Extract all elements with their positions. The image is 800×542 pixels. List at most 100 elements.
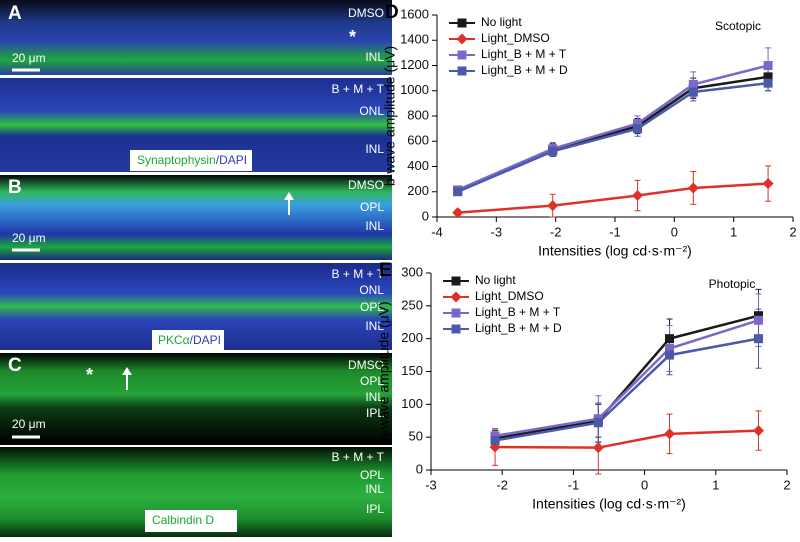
stain-box <box>152 330 224 350</box>
y-tick-label: 0 <box>416 461 423 476</box>
legend-label: Light_B + M + T <box>481 47 567 61</box>
x-tick-label: 1 <box>712 477 719 492</box>
image-b-top <box>0 175 392 260</box>
marker <box>633 119 643 129</box>
annotation: Photopic <box>709 277 756 291</box>
x-tick-label: -2 <box>496 477 508 492</box>
layer: INL <box>365 319 384 333</box>
legend-marker <box>457 66 467 76</box>
marker <box>490 435 500 445</box>
legend-marker <box>457 50 467 60</box>
condition: DMSO <box>348 178 384 192</box>
scale-bar-label: 20 μm <box>12 231 46 245</box>
scale-bar-label: 20 μm <box>12 417 46 431</box>
legend-label: Light_B + M + D <box>475 321 562 335</box>
stain: PKCα <box>158 333 190 347</box>
marker <box>665 334 675 344</box>
stain-box <box>145 510 237 532</box>
x-tick-label: -3 <box>425 477 437 492</box>
layer: OPL <box>360 300 384 314</box>
legend-label: Light_B + M + D <box>481 63 568 77</box>
y-tick-label: 250 <box>401 297 423 312</box>
series-line <box>495 429 759 449</box>
image-a-top <box>0 0 392 75</box>
y-tick-label: 200 <box>407 183 429 198</box>
y-tick-label: 0 <box>422 208 429 223</box>
layer: INL <box>365 142 384 156</box>
stain-label: PKCα/DAPI <box>158 333 221 347</box>
y-tick-label: 50 <box>409 429 423 444</box>
series-line <box>494 314 759 440</box>
y-tick-label: 800 <box>407 107 429 122</box>
marker <box>762 178 774 190</box>
y-tick-label: 1600 <box>400 6 429 21</box>
stain: Synaptophysin <box>137 153 216 167</box>
image-c-top <box>0 353 392 445</box>
layer: IPL <box>366 502 384 516</box>
marker <box>665 344 675 354</box>
x-tick-label: 2 <box>783 477 790 492</box>
layer: ONL <box>359 104 384 118</box>
marker <box>754 311 764 321</box>
layer: INL <box>365 219 384 233</box>
marker <box>688 87 698 97</box>
y-tick-label: 1200 <box>400 57 429 72</box>
marker <box>452 207 464 219</box>
y-tick-label: 600 <box>407 133 429 148</box>
x-tick-label: -1 <box>609 224 621 239</box>
condition: B + M + T <box>332 82 385 96</box>
legend-marker <box>451 324 461 334</box>
legend-label: No light <box>481 15 522 29</box>
annotation: Scotopic <box>715 19 761 33</box>
arrow-head <box>122 367 132 375</box>
legend-label: Light_B + M + T <box>475 305 561 319</box>
marker <box>592 442 604 454</box>
marker <box>665 350 675 360</box>
stain-label: Calbindin D <box>152 513 214 527</box>
marker <box>547 200 559 212</box>
marker <box>490 431 500 441</box>
asterisk: * <box>349 27 356 47</box>
y-axis-label: b-wave amplitude (μV) <box>382 46 398 186</box>
layer: INL <box>365 390 384 404</box>
series-line <box>457 75 769 192</box>
marker <box>763 61 773 70</box>
layer: IPL <box>366 406 384 420</box>
marker <box>548 146 558 156</box>
y-tick-label: 100 <box>401 396 423 411</box>
layer: INL <box>365 482 384 496</box>
panel-letter: C <box>8 355 22 376</box>
stain: /DAPI <box>216 153 247 167</box>
series-line <box>494 337 759 442</box>
x-tick-label: -2 <box>550 224 562 239</box>
marker <box>633 124 643 134</box>
panel-letter: A <box>8 3 22 24</box>
legend-marker <box>451 276 461 286</box>
arrow-head <box>284 192 294 200</box>
legend-marker <box>450 291 462 303</box>
marker <box>754 334 764 344</box>
series-line <box>457 182 769 214</box>
marker <box>453 187 463 197</box>
layer: OPL <box>360 374 384 388</box>
panel-letter: E <box>379 260 392 281</box>
asterisk: * <box>86 365 93 385</box>
marker <box>632 190 644 202</box>
series-line <box>457 81 769 193</box>
marker <box>688 79 698 89</box>
scale-bar-label: 20 μm <box>12 51 46 65</box>
marker <box>664 428 676 440</box>
marker <box>753 425 765 437</box>
legend-marker <box>451 308 461 318</box>
condition: DMSO <box>348 6 384 20</box>
x-axis-label: Intensities (log cd·s·m⁻²) <box>538 243 692 259</box>
y-tick-label: 200 <box>401 330 423 345</box>
y-tick-label: 1400 <box>400 32 429 47</box>
legend-label: Light_DMSO <box>481 31 550 45</box>
x-tick-label: -3 <box>491 224 503 239</box>
panel-letter: D <box>385 2 399 23</box>
x-tick-label: -1 <box>568 477 580 492</box>
condition: DMSO <box>348 358 384 372</box>
